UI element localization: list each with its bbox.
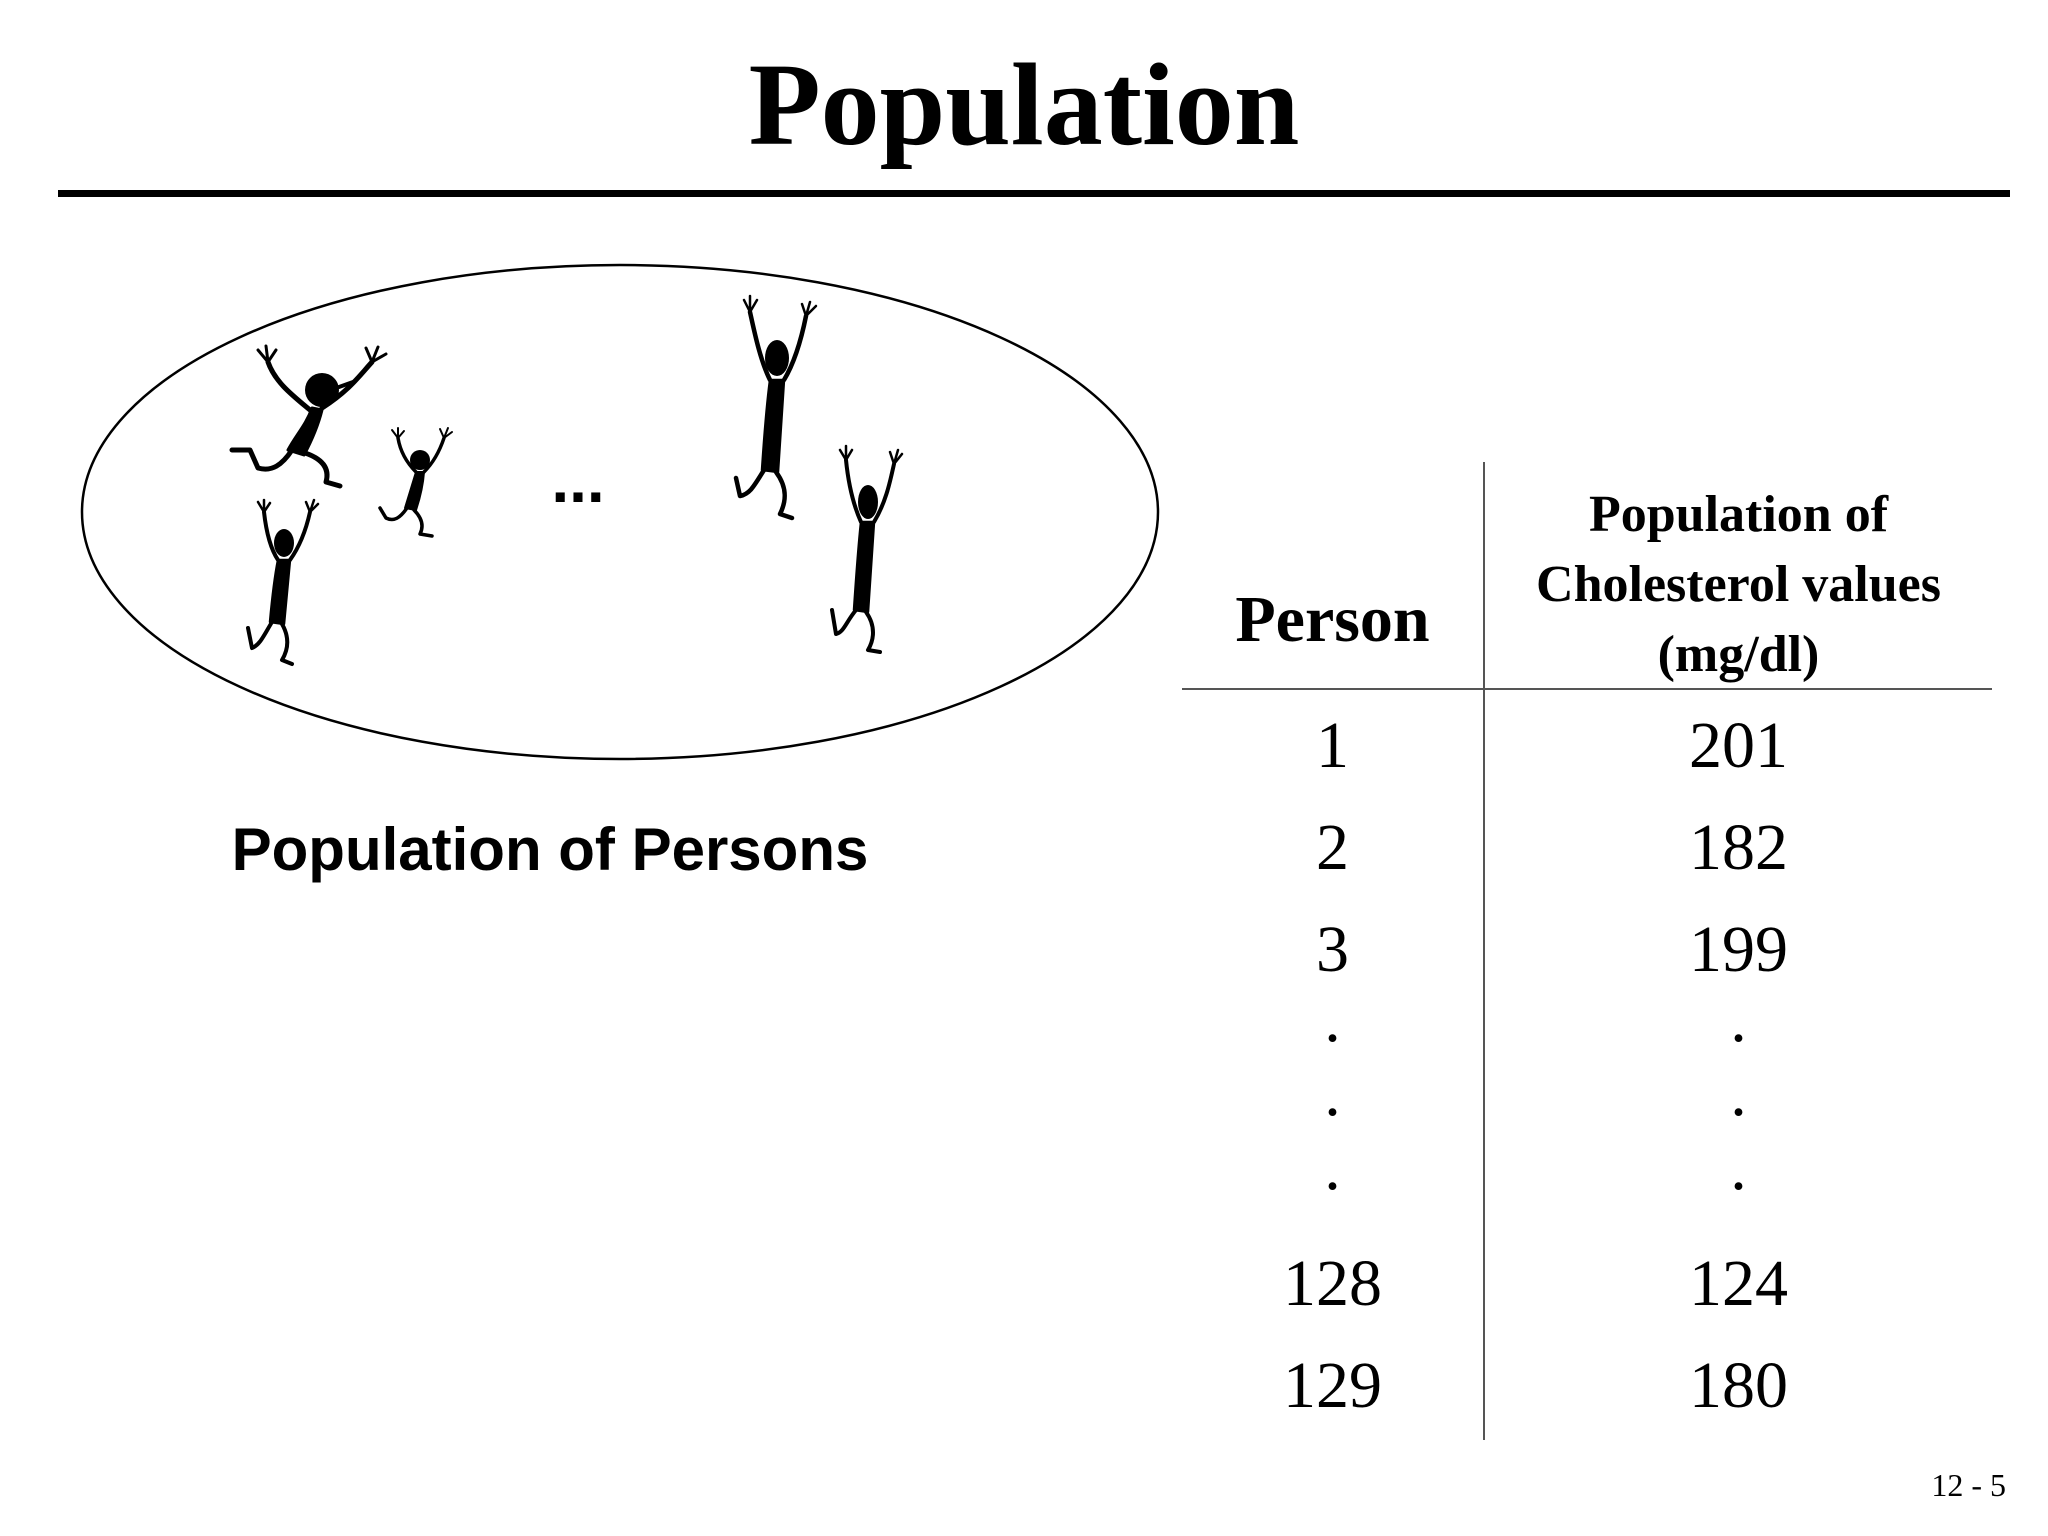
slide-title: Population bbox=[748, 39, 1300, 170]
stick-figure-icon bbox=[229, 344, 388, 489]
table-row: . . bbox=[1182, 1044, 1992, 1144]
cell-person: . bbox=[1324, 1057, 1341, 1130]
population-ellipse bbox=[80, 263, 1160, 761]
cholesterol-table: Person Population of Cholesterol values … bbox=[1182, 462, 1992, 1442]
header-cholesterol-values: Population of Cholesterol values (mg/dl) bbox=[1485, 480, 1992, 690]
cell-value: 199 bbox=[1689, 913, 1788, 986]
cell-person: . bbox=[1324, 983, 1341, 1056]
stick-figure-icon bbox=[246, 498, 320, 666]
population-illustration: ... bbox=[80, 263, 1160, 761]
page-number: 12 - 5 bbox=[1931, 1467, 2006, 1503]
table-row: 128 124 bbox=[1182, 1234, 1992, 1334]
cell-value: 201 bbox=[1689, 709, 1788, 782]
cell-value: . bbox=[1730, 1057, 1747, 1130]
cell-person: 3 bbox=[1316, 913, 1349, 986]
title-rule bbox=[58, 190, 2010, 197]
cell-value: . bbox=[1730, 1131, 1747, 1204]
stick-figure-icon bbox=[733, 294, 818, 521]
cell-person: 128 bbox=[1283, 1247, 1382, 1320]
header-person: Person bbox=[1235, 583, 1430, 656]
header-values-line: (mg/dl) bbox=[1657, 626, 1820, 683]
header-values-line: Population of bbox=[1588, 486, 1889, 543]
table-row: 1 201 bbox=[1182, 696, 1992, 796]
cell-value: 124 bbox=[1689, 1247, 1788, 1320]
stick-figure-icon bbox=[378, 427, 453, 538]
ellipsis-text: ... bbox=[551, 444, 604, 516]
cell-value: 180 bbox=[1689, 1349, 1788, 1422]
cell-value: 182 bbox=[1689, 811, 1788, 884]
cell-person: 1 bbox=[1316, 709, 1349, 782]
table-row: 3 199 bbox=[1182, 900, 1992, 1000]
population-caption: Population of Persons bbox=[231, 816, 869, 883]
table-row: . . bbox=[1182, 1118, 1992, 1218]
cell-value: . bbox=[1730, 983, 1747, 1056]
column-divider bbox=[1483, 462, 1485, 1440]
header-rule bbox=[1182, 688, 1992, 690]
cell-person: 2 bbox=[1316, 811, 1349, 884]
table-row: 2 182 bbox=[1182, 798, 1992, 898]
table-row: 129 180 bbox=[1182, 1336, 1992, 1436]
cell-person: 129 bbox=[1283, 1349, 1382, 1422]
cell-person: . bbox=[1324, 1131, 1341, 1204]
table-row: . . bbox=[1182, 970, 1992, 1070]
header-values-line: Cholesterol values bbox=[1536, 556, 1941, 613]
stick-figure-icon bbox=[830, 444, 904, 654]
